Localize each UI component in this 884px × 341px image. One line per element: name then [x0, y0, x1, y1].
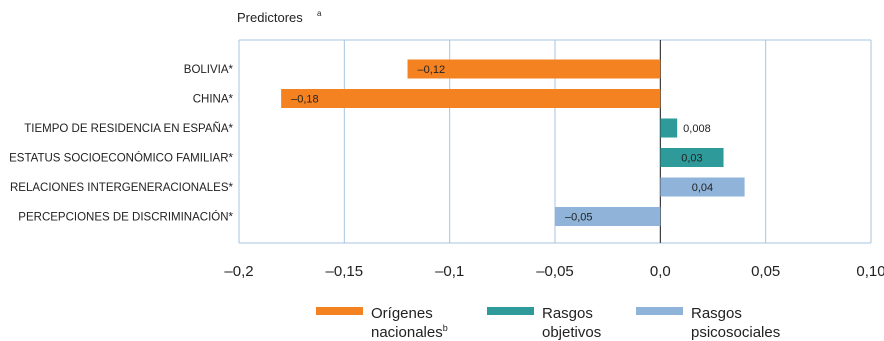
legend-swatch: [316, 307, 363, 315]
data-label: –0,12: [418, 64, 446, 76]
legend-label: nacionalesb: [371, 323, 448, 341]
category-label: CHINA*: [193, 94, 234, 106]
legend-label: Rasgos: [542, 305, 593, 322]
legend-label: Rasgos: [691, 305, 742, 322]
category-label: ESTATUS SOCIOECONÓMICO FAMILIAR*: [9, 152, 233, 165]
legend-swatch: [487, 307, 534, 315]
x-tick-label: 0,05: [751, 263, 780, 280]
data-label: –0,18: [291, 94, 319, 106]
data-label: 0,04: [692, 182, 713, 194]
bar: [407, 59, 661, 79]
category-label: PERCEPCIONES DE DISCRIMINACIÓN*: [18, 211, 233, 224]
chart-title-superscript: a: [317, 9, 322, 18]
category-labels: BOLIVIA* CHINA* TIEMPO DE RESIDENCIA EN ES…: [9, 64, 233, 224]
data-labels: –0,12 –0,18 0,008 0,03 0,04 –0,05: [291, 64, 713, 224]
bars: [281, 59, 745, 226]
bar: [660, 177, 745, 197]
category-label: BOLIVIA*: [184, 64, 234, 76]
data-label: 0,008: [683, 123, 711, 135]
x-tick-label: 0,0: [650, 263, 671, 280]
category-label: RELACIONES INTERGENERACIONALES*: [10, 182, 234, 194]
bar: [660, 118, 678, 138]
x-tick-label: –0,15: [326, 263, 364, 280]
x-tick-label: 0,10: [856, 263, 884, 280]
chart-title-text: Predictores: [237, 10, 303, 25]
legend-label: Orígenes: [371, 305, 433, 322]
legend: OrígenesnacionalesbRasgosobjetivosRasgos…: [316, 305, 780, 341]
category-label: TIEMPO DE RESIDENCIA EN ESPAÑA*: [24, 122, 233, 135]
x-tick-label: –0,05: [536, 263, 574, 280]
legend-swatch: [636, 307, 683, 315]
x-tick-label: –0,2: [224, 263, 253, 280]
data-label: –0,05: [565, 212, 593, 224]
chart-title: Predictores a: [237, 9, 322, 25]
legend-label: psicosociales: [691, 324, 780, 341]
x-axis: –0,2 –0,15 –0,1 –0,05 0,0 0,05 0,10: [224, 263, 884, 280]
bar: [660, 148, 724, 167]
legend-label: objetivos: [542, 324, 601, 341]
x-tick-label: –0,1: [435, 263, 464, 280]
data-label: 0,03: [681, 153, 702, 165]
bar: [555, 207, 661, 226]
legend-item: Rasgos psicosociales: [636, 305, 780, 341]
bar: [281, 89, 661, 108]
legend-item: Rasgos objetivos: [487, 305, 601, 341]
